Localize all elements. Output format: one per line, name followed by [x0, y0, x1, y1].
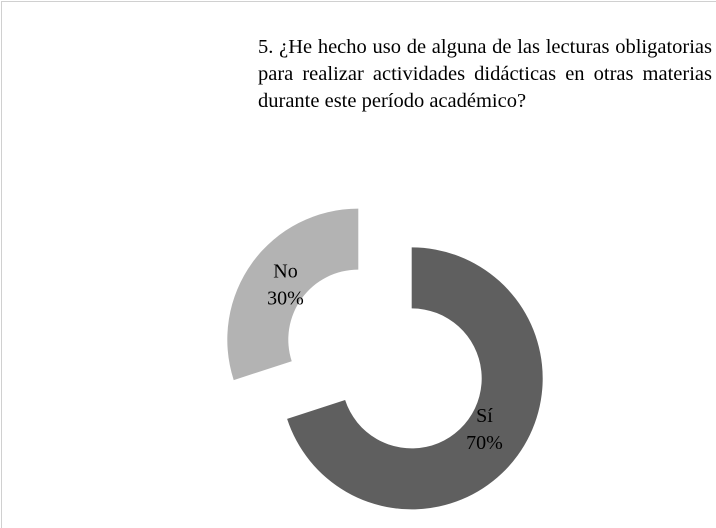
slice-value-label: 30%: [267, 287, 304, 309]
slice-category-label: Sí: [476, 405, 493, 427]
chart-title: 5. ¿He hecho uso de alguna de las lectur…: [258, 36, 712, 112]
donut-slice: [227, 208, 359, 381]
slice-category-label: No: [273, 260, 297, 282]
donut-slice: [287, 247, 543, 510]
slice-value-label: 70%: [466, 432, 503, 454]
